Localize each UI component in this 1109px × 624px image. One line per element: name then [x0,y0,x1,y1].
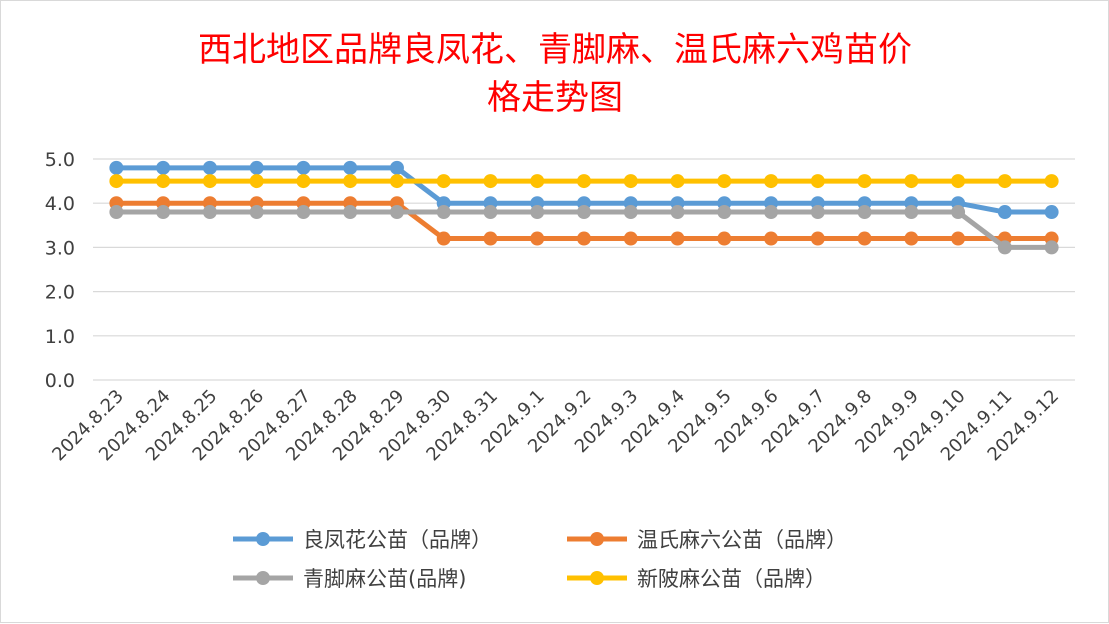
y-tick-label: 4.0 [45,193,75,215]
data-point [764,231,779,246]
data-point [904,174,919,189]
data-point [577,174,591,189]
data-point [764,174,779,189]
data-point [997,240,1012,255]
data-point [1044,205,1059,220]
data-point [202,174,217,189]
data-point [483,174,498,189]
y-axis-ticks: 0.0 1.0 2.0 3.0 4.0 5.0 [45,149,75,392]
chart-title-line-2: 格走势图 [487,78,623,118]
data-point [717,231,732,246]
y-tick-label: 0.0 [45,370,75,392]
legend-item: 温氏麻六公苗（品牌） [567,528,847,552]
y-tick-label: 5.0 [45,149,75,171]
legend-swatch-marker [256,571,270,585]
data-point [483,205,498,220]
data-point [530,231,545,246]
data-point [810,174,825,189]
data-point [343,174,358,189]
y-tick-label: 3.0 [45,237,75,259]
data-point [343,160,358,175]
data-point [857,231,872,246]
data-point [436,231,451,246]
data-point [857,174,872,189]
series-lines [109,160,1059,255]
data-point [156,160,171,175]
data-point [530,205,545,220]
data-point [343,205,358,220]
data-point [389,174,404,189]
data-point [717,205,732,220]
x-axis-ticks: 2024.8.232024.8.242024.8.252024.8.262024… [48,386,1063,466]
data-point [296,160,311,175]
data-point [997,205,1012,220]
data-point [623,174,638,189]
gridlines [93,158,1075,381]
data-point [530,174,545,189]
data-point [156,174,171,189]
data-point [389,160,404,175]
data-point [810,231,825,246]
data-point [296,205,311,220]
data-point [296,174,311,189]
chart-title-line-1: 西北地区品牌良凤花、青脚麻、温氏麻六鸡苗价 [198,30,912,70]
legend: 良凤花公苗（品牌） 温氏麻六公苗（品牌） 青脚麻公苗(品牌) 新陂麻公苗（品牌） [233,528,847,591]
legend-label: 良凤花公苗（品牌） [303,528,492,552]
data-point [951,205,966,220]
legend-item: 良凤花公苗（品牌） [233,528,492,552]
series-3 [109,174,1059,189]
legend-label: 青脚麻公苗(品牌) [303,567,466,591]
data-point [951,231,966,246]
data-point [202,205,217,220]
data-point [249,205,264,220]
data-point [904,231,919,246]
data-point [389,205,404,220]
legend-item: 青脚麻公苗(品牌) [233,567,466,591]
data-point [623,205,638,220]
y-tick-label: 1.0 [45,326,75,348]
data-point [109,160,124,175]
data-point [810,205,825,220]
data-point [577,231,591,246]
legend-label: 新陂麻公苗（品牌） [637,567,826,591]
chart-title: 西北地区品牌良凤花、青脚麻、温氏麻六鸡苗价 格走势图 [198,30,912,118]
data-point [670,205,685,220]
data-point [904,205,919,220]
data-point [623,231,638,246]
data-point [951,174,966,189]
legend-swatch-marker [590,571,604,585]
data-point [577,205,591,220]
legend-swatch-marker [590,532,604,546]
data-point [109,174,124,189]
data-point [249,174,264,189]
data-point [670,174,685,189]
data-point [764,205,779,220]
legend-swatch-marker [256,532,270,546]
data-point [670,231,685,246]
data-point [857,205,872,220]
legend-label: 温氏麻六公苗（品牌） [637,528,847,552]
data-point [202,160,217,175]
data-point [249,160,264,175]
data-point [1044,240,1059,255]
data-point [483,231,498,246]
data-point [156,205,171,220]
y-tick-label: 2.0 [45,282,75,304]
data-point [997,174,1012,189]
data-point [109,205,124,220]
legend-item: 新陂麻公苗（品牌） [567,567,826,591]
data-point [1044,174,1059,189]
data-point [436,205,451,220]
data-point [717,174,732,189]
series-2 [109,205,1059,255]
data-point [436,174,451,189]
